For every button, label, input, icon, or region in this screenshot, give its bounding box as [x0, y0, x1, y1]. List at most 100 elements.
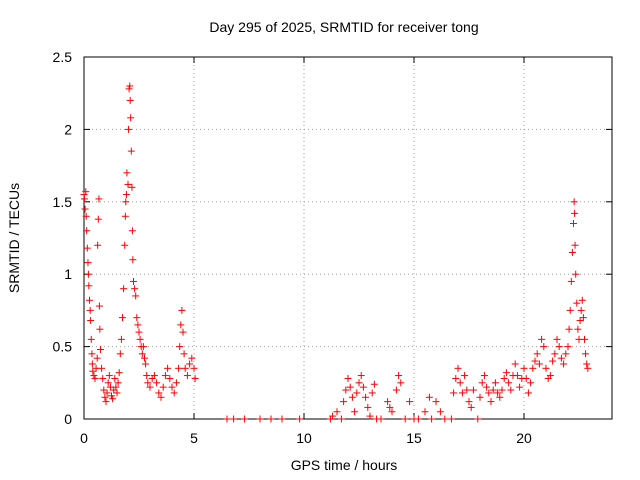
data-points: [80, 82, 592, 423]
data-point: [546, 372, 554, 380]
data-point: [565, 325, 573, 333]
y-tick-label: 0.5: [53, 339, 73, 355]
data-point: [566, 306, 574, 314]
data-point: [119, 314, 126, 322]
data-point: [131, 285, 139, 293]
data-point: [527, 379, 535, 387]
data-point: [549, 357, 557, 365]
data-point: [150, 372, 158, 380]
data-point: [177, 321, 185, 329]
data-point: [105, 372, 113, 380]
data-point: [115, 369, 123, 377]
data-point: [83, 227, 91, 235]
data-point: [454, 364, 462, 372]
x-tick-label: 20: [516, 430, 532, 446]
data-point: [474, 415, 482, 423]
data-point: [362, 393, 370, 401]
data-point: [112, 383, 120, 391]
data-point: [353, 389, 361, 397]
x-tick-label: 0: [80, 430, 88, 446]
data-point: [562, 350, 570, 358]
data-point: [123, 169, 131, 177]
data-point: [520, 364, 528, 372]
data-point: [88, 360, 96, 368]
data-point: [143, 372, 151, 380]
data-point: [388, 408, 396, 416]
data-point: [100, 386, 108, 394]
data-point: [458, 389, 466, 397]
data-point: [513, 372, 521, 380]
y-tick-label: 1: [64, 266, 72, 282]
data-point: [577, 306, 585, 314]
data-point: [128, 227, 136, 235]
data-point: [176, 343, 184, 351]
data-point: [97, 345, 104, 353]
data-point: [133, 314, 141, 322]
x-tick-label: 5: [190, 430, 198, 446]
data-point: [128, 183, 136, 191]
data-point: [126, 82, 134, 90]
data-point: [553, 335, 561, 343]
data-point: [483, 383, 491, 391]
data-point: [551, 350, 559, 358]
data-point: [181, 364, 189, 372]
data-point: [406, 398, 414, 406]
y-tick-label: 0: [64, 411, 72, 427]
data-point: [333, 408, 341, 416]
data-point: [346, 383, 354, 391]
plot-frame: [83, 56, 613, 420]
data-point: [583, 360, 591, 368]
axes: [83, 56, 613, 420]
data-point: [441, 415, 449, 423]
data-point: [505, 379, 513, 387]
data-point: [533, 350, 541, 358]
data-point: [179, 328, 187, 336]
data-point: [485, 389, 493, 397]
data-point: [450, 389, 458, 397]
data-point: [82, 212, 90, 220]
data-point: [86, 296, 93, 304]
data-point: [87, 317, 95, 325]
data-point: [87, 335, 95, 343]
data-point: [84, 270, 92, 278]
data-point: [132, 292, 140, 300]
data-point: [230, 415, 238, 423]
data-point: [478, 379, 486, 387]
data-point: [134, 321, 142, 329]
data-point: [568, 248, 576, 256]
data-point: [146, 383, 154, 391]
data-point: [122, 191, 130, 199]
data-point: [99, 374, 107, 382]
data-point: [83, 244, 91, 252]
data-point: [502, 369, 510, 377]
data-point: [386, 403, 394, 411]
data-point: [340, 398, 348, 406]
data-point: [465, 398, 473, 406]
data-point: [397, 379, 405, 387]
data-point: [570, 198, 578, 206]
data-point: [337, 415, 345, 423]
data-point: [574, 325, 582, 333]
data-point: [85, 282, 93, 290]
data-point: [425, 393, 433, 401]
data-point: [122, 198, 130, 206]
data-point: [101, 393, 109, 401]
data-point: [524, 389, 532, 397]
data-point: [531, 357, 539, 365]
data-point: [82, 188, 90, 196]
data-point: [161, 372, 169, 380]
data-point: [124, 125, 132, 133]
data-point: [342, 386, 350, 394]
data-point: [104, 379, 112, 387]
data-point: [86, 306, 94, 314]
data-point: [584, 364, 592, 372]
data-point: [256, 415, 264, 423]
data-point: [120, 285, 128, 293]
data-point: [496, 393, 504, 401]
data-point: [570, 220, 577, 228]
data-point: [564, 343, 572, 351]
data-point: [159, 383, 167, 391]
data-point: [428, 415, 436, 423]
data-point: [401, 415, 409, 423]
data-point: [141, 354, 148, 362]
